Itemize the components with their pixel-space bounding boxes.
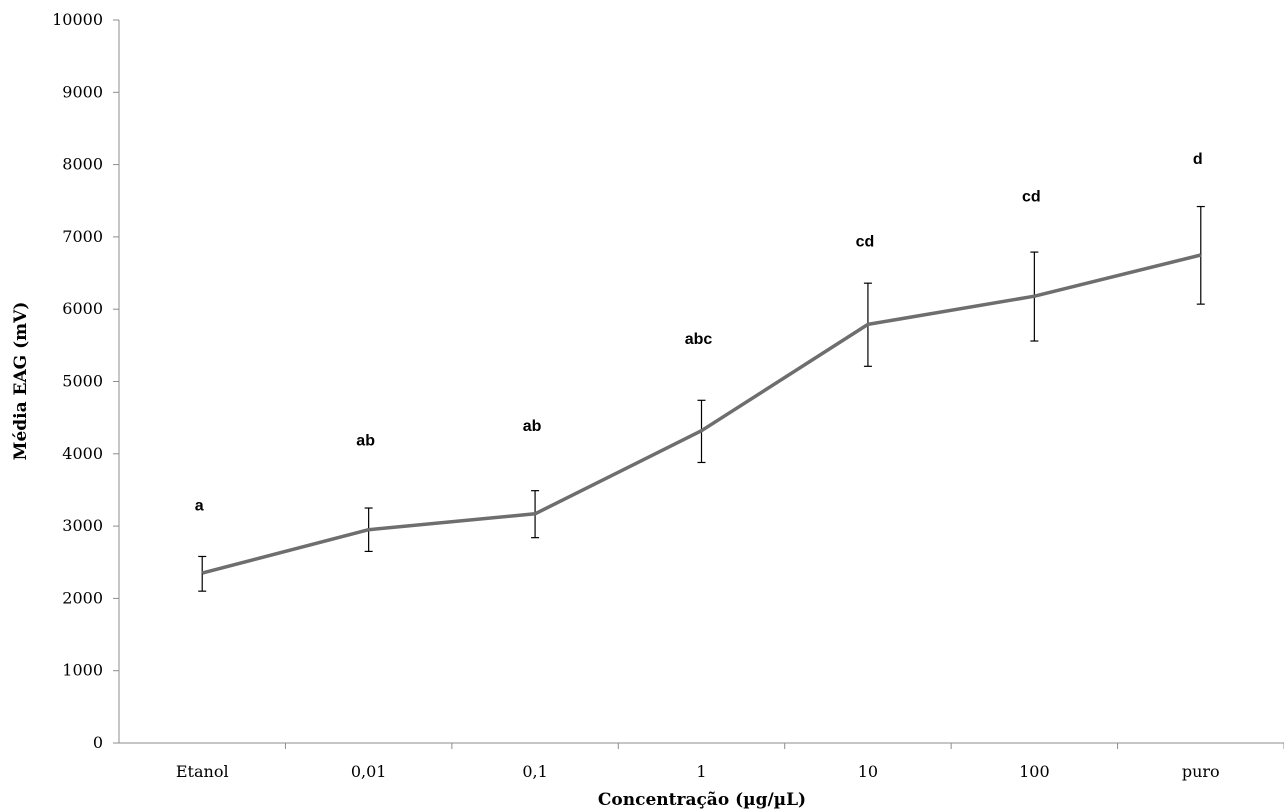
- y-tick-label: 1000: [62, 661, 103, 680]
- y-axis-title: Média EAG (mV): [11, 302, 31, 461]
- x-tick-label: 10: [858, 762, 878, 781]
- significance-label: cd: [1022, 189, 1041, 206]
- y-tick-label: 5000: [62, 372, 103, 391]
- y-tick-label: 6000: [62, 299, 103, 318]
- x-tick-label: 1: [696, 762, 706, 781]
- significance-label: cd: [856, 234, 875, 251]
- y-tick-label: 9000: [62, 82, 103, 101]
- series-line: [201, 253, 1202, 575]
- significance-label: d: [1193, 151, 1203, 168]
- y-axis: 0 1000 2000 3000 4000 5000 6000 7000 8000 9000 100…: [52, 10, 120, 752]
- x-tick-label: Etanol: [176, 762, 229, 781]
- x-ticks: Etanol 0,01 0,1 1 10 100 puro: [176, 743, 1284, 781]
- significance-labels: a ab ab abc cd cd d: [195, 151, 1203, 514]
- y-tick-label: 4000: [62, 444, 103, 463]
- significance-label: ab: [356, 432, 375, 449]
- y-ticks: 0 1000 2000 3000 4000 5000 6000 7000 8000 9000 100…: [52, 10, 119, 752]
- y-tick-label: 0: [93, 733, 103, 752]
- x-axis: Etanol 0,01 0,1 1 10 100 puro: [119, 742, 1284, 781]
- y-tick-label: 2000: [62, 588, 103, 607]
- significance-label: abc: [685, 331, 713, 348]
- y-tick-label: 10000: [52, 10, 103, 29]
- x-tick-label: 0,1: [522, 762, 547, 781]
- x-tick-label: 0,01: [351, 762, 387, 781]
- x-tick-label: puro: [1182, 762, 1220, 781]
- x-tick-label: 100: [1019, 762, 1050, 781]
- y-tick-label: 8000: [62, 155, 103, 174]
- y-tick-label: 3000: [62, 516, 103, 535]
- significance-label: a: [195, 497, 204, 514]
- significance-label: ab: [523, 418, 542, 435]
- y-tick-label: 7000: [62, 227, 103, 246]
- x-axis-title: Concentração (µg/µL): [598, 790, 806, 809]
